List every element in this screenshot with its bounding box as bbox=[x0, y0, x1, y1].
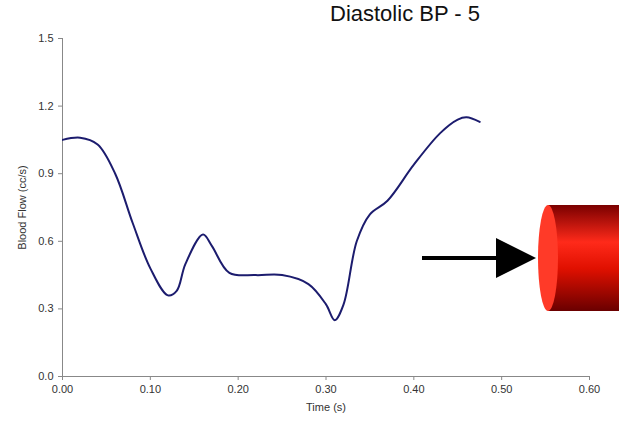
svg-text:0.3: 0.3 bbox=[38, 302, 53, 314]
svg-text:0.0: 0.0 bbox=[38, 370, 53, 382]
svg-text:0.50: 0.50 bbox=[491, 383, 512, 395]
svg-text:0.6: 0.6 bbox=[38, 235, 53, 247]
svg-text:1.5: 1.5 bbox=[38, 32, 53, 44]
svg-text:Blood Flow (cc/s): Blood Flow (cc/s) bbox=[16, 165, 28, 249]
html-text:Diastolic BP - 5: Diastolic BP - 5 bbox=[330, 1, 480, 26]
svg-text:0.60: 0.60 bbox=[579, 383, 600, 395]
svg-text:0.9: 0.9 bbox=[38, 167, 53, 179]
svg-text:0.40: 0.40 bbox=[403, 383, 424, 395]
svg-text:0.10: 0.10 bbox=[140, 383, 161, 395]
svg-text:Time (s): Time (s) bbox=[306, 401, 346, 413]
svg-text:0.00: 0.00 bbox=[52, 383, 73, 395]
svg-text:0.20: 0.20 bbox=[227, 383, 248, 395]
svg-text:0.30: 0.30 bbox=[315, 383, 336, 395]
svg-text:1.2: 1.2 bbox=[38, 100, 53, 112]
